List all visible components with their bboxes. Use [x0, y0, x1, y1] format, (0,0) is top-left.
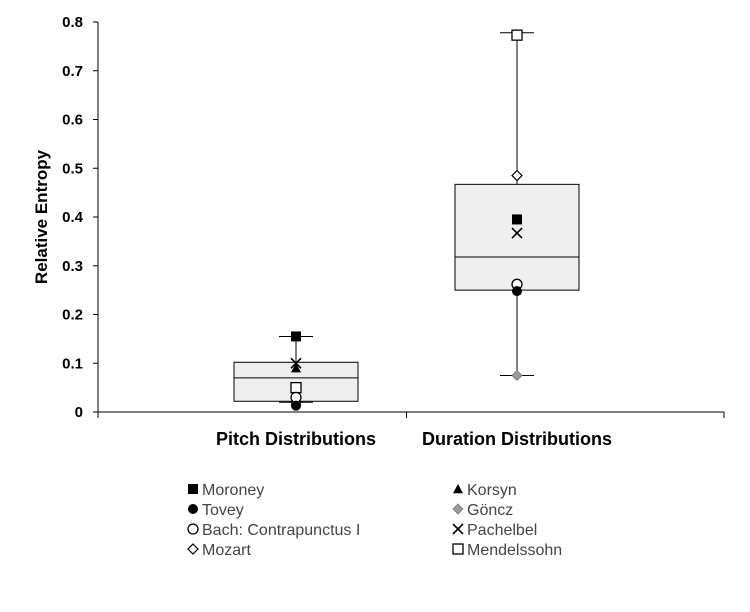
y-tick-label: 0.3 [62, 258, 83, 275]
legend-marker [452, 543, 464, 555]
legend-label: Bach: Contrapunctus I [202, 522, 360, 539]
category-label: Duration Distributions [422, 429, 612, 449]
legend-marker [452, 523, 464, 535]
legend-item-g-ncz: Göncz [452, 502, 513, 519]
legend-label: Göncz [467, 502, 513, 519]
point-pachelbel [511, 227, 523, 239]
point-mendelssohn [290, 381, 302, 394]
legend-item-tovey: Tovey [188, 502, 244, 519]
box-duration [454, 32, 580, 376]
legend-label: Korsyn [467, 482, 517, 499]
legend-marker [452, 503, 464, 515]
y-tick-label: 0.2 [62, 307, 83, 324]
legend-item-bach-contrapunctus-i: Bach: Contrapunctus I [187, 522, 360, 539]
legend-label: Moroney [202, 482, 264, 499]
axes: 0 0.1 0.2 0.3 0.4 0.5 0.6 0.7 0.8 Pitch Distribut… [62, 14, 725, 449]
legend-item-korsyn: Korsyn [453, 482, 517, 499]
legend-item-moroney: Moroney [188, 482, 264, 499]
category-label: Pitch Distributions [216, 429, 376, 449]
legend-label: Mozart [202, 542, 251, 559]
point-mendelssohn [511, 29, 523, 41]
legend-item-mozart: Mozart [187, 542, 251, 559]
y-tick-label: 0.8 [62, 14, 83, 31]
point-korsyn [291, 363, 301, 373]
legend-marker [188, 504, 198, 514]
point-mozart [511, 169, 523, 182]
data-markers [290, 29, 523, 411]
legend-marker [187, 523, 199, 535]
point-tovey [291, 400, 301, 411]
point-g-ncz [511, 369, 523, 382]
legend-marker [187, 543, 199, 555]
y-tick-label: 0.5 [62, 160, 83, 177]
legend-label: Pachelbel [467, 522, 537, 539]
legend-item-mendelssohn: Mendelssohn [452, 542, 562, 559]
point-tovey [512, 286, 522, 297]
y-tick-label: 0.1 [62, 355, 83, 372]
legend-label: Mendelssohn [467, 542, 562, 559]
y-tick-label: 0.7 [62, 63, 83, 80]
legend-label: Tovey [202, 502, 244, 519]
legend-marker [188, 484, 198, 494]
y-tick-label: 0.4 [62, 209, 84, 226]
legend: Moroney Korsyn Tovey Göncz Bach: Contrapunct… [187, 482, 562, 559]
legend-item-pachelbel: Pachelbel [452, 522, 537, 539]
iqr-box [454, 183, 580, 291]
legend-marker [453, 484, 463, 494]
boxes [233, 32, 580, 403]
point-moroney [291, 331, 301, 342]
y-axis-title: Relative Entropy [32, 149, 51, 284]
y-tick-label: 0.6 [62, 112, 83, 129]
y-tick-label: 0 [75, 404, 83, 421]
point-moroney [512, 214, 522, 225]
